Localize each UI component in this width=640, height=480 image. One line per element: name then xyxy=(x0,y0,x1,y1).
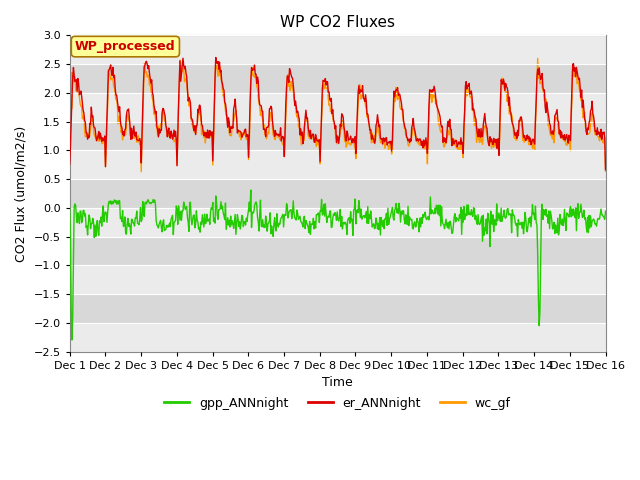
gpp_ANNnight xyxy=(404,204,412,209)
wc_gf xyxy=(131,135,138,141)
Text: WP_processed: WP_processed xyxy=(75,40,176,53)
wc_gf xyxy=(419,141,426,147)
gpp_ANNnight xyxy=(186,200,193,206)
er_ANNnight xyxy=(66,161,74,167)
wc_gf xyxy=(185,103,193,109)
Bar xyxy=(70,237,605,265)
wc_gf xyxy=(213,66,221,72)
Bar xyxy=(70,179,605,208)
er_ANNnight xyxy=(131,132,138,138)
gpp_ANNnight xyxy=(602,208,609,214)
Y-axis label: CO2 Flux (umol/m2/s): CO2 Flux (umol/m2/s) xyxy=(15,125,28,262)
er_ANNnight xyxy=(403,135,411,141)
er_ANNnight xyxy=(185,95,193,100)
Line: gpp_ANNnight: gpp_ANNnight xyxy=(70,190,605,340)
wc_gf xyxy=(534,56,541,61)
gpp_ANNnight xyxy=(66,205,74,211)
Legend: gpp_ANNnight, er_ANNnight, wc_gf: gpp_ANNnight, er_ANNnight, wc_gf xyxy=(159,392,516,415)
Bar xyxy=(70,93,605,121)
wc_gf xyxy=(66,171,74,177)
Bar xyxy=(70,208,605,237)
wc_gf xyxy=(403,132,410,138)
gpp_ANNnight xyxy=(214,216,222,222)
Line: wc_gf: wc_gf xyxy=(70,59,605,174)
gpp_ANNnight xyxy=(247,187,255,193)
gpp_ANNnight xyxy=(76,208,84,214)
X-axis label: Time: Time xyxy=(322,376,353,389)
Bar xyxy=(70,121,605,150)
wc_gf xyxy=(602,168,609,174)
er_ANNnight xyxy=(212,55,220,60)
Bar xyxy=(70,64,605,93)
wc_gf xyxy=(76,94,83,100)
Bar xyxy=(70,323,605,351)
Line: er_ANNnight: er_ANNnight xyxy=(70,58,605,170)
gpp_ANNnight xyxy=(420,215,428,220)
er_ANNnight xyxy=(419,145,427,151)
gpp_ANNnight xyxy=(131,215,139,220)
er_ANNnight xyxy=(214,59,222,64)
Bar xyxy=(70,294,605,323)
er_ANNnight xyxy=(76,92,83,97)
Bar xyxy=(70,150,605,179)
gpp_ANNnight xyxy=(68,337,76,343)
Bar xyxy=(70,36,605,64)
Title: WP CO2 Fluxes: WP CO2 Fluxes xyxy=(280,15,395,30)
er_ANNnight xyxy=(602,167,609,173)
Bar xyxy=(70,265,605,294)
